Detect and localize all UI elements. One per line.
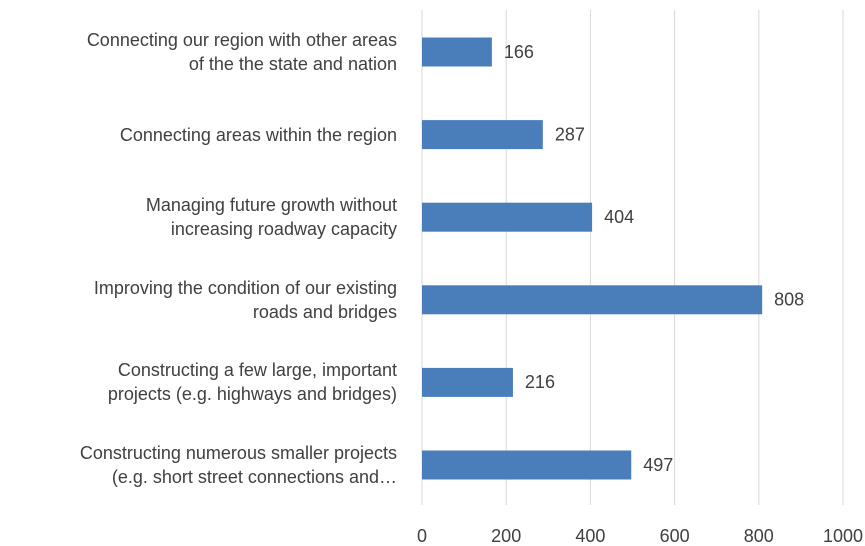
value-label: 287: [555, 124, 585, 144]
y-tick-label: Connecting areas within the region: [119, 124, 397, 145]
bar: [422, 450, 632, 480]
value-label: 216: [525, 372, 555, 392]
bar: [422, 120, 543, 150]
y-tick-label: Improving the condition of our existing …: [93, 277, 397, 322]
x-tick-label: 600: [660, 526, 690, 546]
y-tick-label: Constructing numerous smaller projects (…: [79, 443, 397, 487]
x-tick-label: 0: [417, 526, 427, 546]
value-label: 166: [504, 42, 534, 62]
bar: [422, 202, 593, 232]
x-tick-label: 1000: [823, 526, 863, 546]
value-label: 404: [604, 207, 634, 227]
x-tick-label: 800: [744, 526, 774, 546]
bar: [422, 285, 763, 315]
bar: [422, 37, 492, 67]
x-tick-label: 400: [575, 526, 605, 546]
y-tick-label: Constructing a few large, important proj…: [107, 360, 397, 405]
value-label: 808: [774, 290, 804, 310]
y-tick-label: Connecting our region with other areas o…: [86, 30, 397, 74]
x-tick-label: 200: [491, 526, 521, 546]
value-label: 497: [643, 455, 673, 475]
y-tick-label: Managing future growth without increasin…: [145, 195, 397, 240]
bar: [422, 367, 513, 397]
